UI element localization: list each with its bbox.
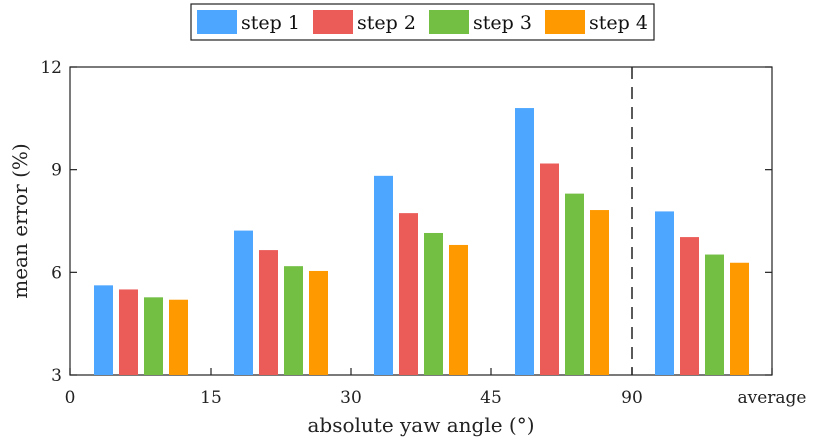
bar-step1-group1 (94, 285, 113, 375)
bar-step3-group2 (284, 266, 303, 375)
bar-step3-group3 (424, 232, 443, 375)
bar-step1-group2 (234, 230, 253, 375)
bar-step4-group2 (309, 270, 328, 375)
y-axis: 3 6 9 12 (40, 58, 772, 386)
x-tick-label: 90 (621, 388, 643, 408)
bar-step4-group3 (449, 244, 468, 375)
plot-frame (69, 66, 773, 376)
bar-step2-group3 (399, 213, 418, 375)
bar-step2-group4 (540, 163, 559, 375)
bar-step1-group4 (515, 108, 534, 376)
x-tick-label: average (737, 388, 806, 408)
legend-label-step3: step 3 (473, 12, 532, 34)
legend-label-step1: step 1 (241, 12, 300, 34)
x-axis-label: absolute yaw angle (°) (307, 413, 534, 437)
legend-swatch-step3 (429, 10, 469, 34)
bars (94, 108, 749, 376)
bar-step2-group1 (119, 289, 138, 375)
bar-step2-group2 (259, 250, 278, 375)
x-tick-label: 30 (340, 388, 362, 408)
bar-step1-group3 (374, 175, 393, 375)
x-tick-label: 15 (200, 388, 222, 408)
legend-swatch-step2 (313, 10, 353, 34)
bar-step1-group5 (655, 211, 674, 375)
bar-step3-group5 (705, 254, 724, 375)
bar-step2-group5 (680, 237, 699, 375)
bar-step4-group1 (169, 299, 188, 375)
y-axis-label: mean error (%) (8, 143, 32, 299)
y-tick-label: 12 (40, 58, 62, 78)
legend: step 1 step 2 step 3 step 4 (190, 3, 655, 41)
y-tick-label: 6 (51, 263, 62, 283)
bar-step4-group5 (730, 262, 749, 375)
legend-label-step2: step 2 (357, 12, 416, 34)
x-axis: 0 15 30 45 90 average (65, 368, 807, 408)
bar-step4-group4 (590, 210, 609, 375)
legend-swatch-step4 (545, 10, 585, 34)
legend-label-step4: step 4 (589, 12, 648, 34)
legend-swatch-step1 (197, 10, 237, 34)
y-tick-label: 9 (51, 161, 62, 181)
x-tick-label: 45 (480, 388, 502, 408)
x-tick-label: 0 (65, 388, 76, 408)
bar-step3-group1 (144, 297, 163, 375)
y-tick-label: 3 (51, 366, 62, 386)
bar-step3-group4 (565, 193, 584, 375)
